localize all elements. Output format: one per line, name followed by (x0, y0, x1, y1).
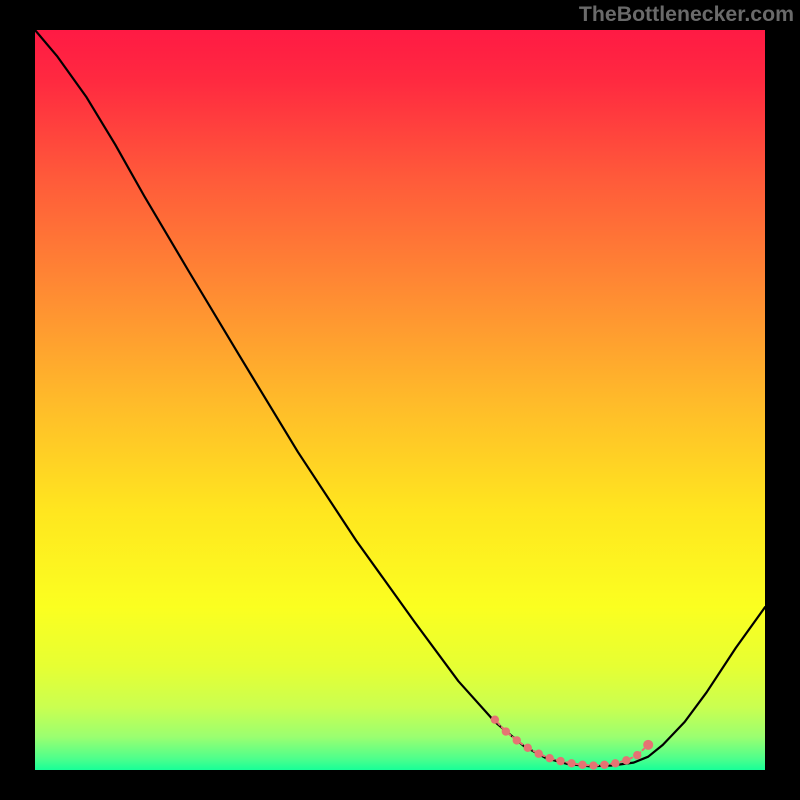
chart-svg (35, 30, 765, 770)
gradient-background (35, 30, 765, 770)
optimal-band-marker (600, 761, 608, 769)
plot-area (35, 30, 765, 770)
optimal-band-marker (567, 759, 575, 767)
chart-canvas: TheBottlenecker.com (0, 0, 800, 800)
optimal-band-marker (633, 751, 641, 759)
optimal-band-marker (578, 761, 586, 769)
optimal-band-marker (524, 744, 532, 752)
optimal-band-marker (622, 756, 630, 764)
optimal-band-end-marker (643, 740, 653, 750)
optimal-band-marker (589, 761, 597, 769)
optimal-band-marker (556, 757, 564, 765)
optimal-band-marker (491, 715, 499, 723)
optimal-band-marker (513, 736, 521, 744)
optimal-band-marker (545, 754, 553, 762)
optimal-band-marker (535, 750, 543, 758)
optimal-band-marker (502, 727, 510, 735)
watermark-text: TheBottlenecker.com (579, 2, 794, 27)
optimal-band-marker (611, 759, 619, 767)
